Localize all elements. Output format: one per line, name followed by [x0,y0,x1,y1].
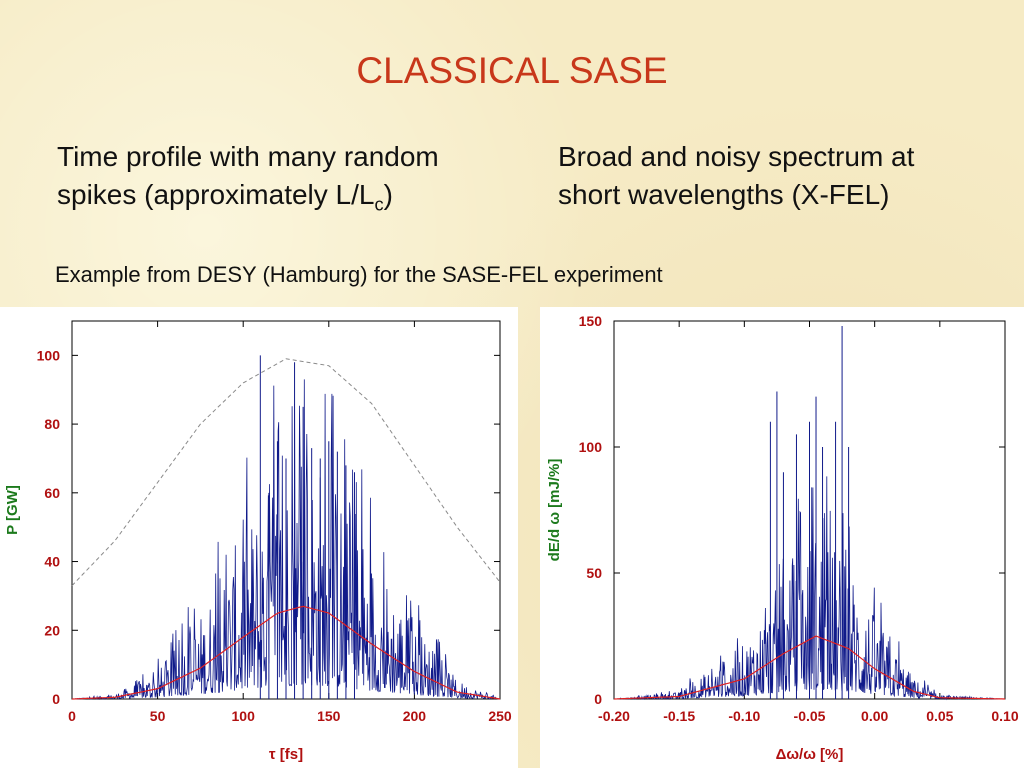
time-profile-subscript: c [374,194,384,215]
time-profile-line2: spikes (approximately L/L [57,179,375,210]
slide-title: CLASSICAL SASE [356,50,668,91]
spectrum-line2: short wavelengths (X-FEL) [558,179,890,210]
spec-y-tick-label: 100 [579,439,603,455]
spec-y-axis-label: dE/d ω [mJ/%] [546,459,563,562]
time-x-axis-label: τ [fs] [269,746,303,763]
spec-x-tick-label: -0.10 [728,708,760,724]
spec-x-tick-label: 0.10 [991,708,1018,724]
spectrum-chart: -0.20 -0.15 -0.10 -0.05 0.00 0.05 0.10 0 50 100 15… [546,313,1019,763]
spec-x-axis-label: Δω/ω [%] [776,746,844,763]
time-profile-line1: Time profile with many random [57,141,439,172]
spectrum-caption: Broad and noisy spectrum at short wavele… [558,138,1008,214]
time-profile-line2-end: ) [383,179,393,210]
time-y-tick-label: 40 [44,554,60,570]
time-x-tick-label: 150 [317,708,341,724]
time-y-tick-label: 80 [44,416,60,432]
time-profile-chart: 0 50 100 150 200 250 0 20 40 60 80 100 τ [fs] P [GW] [4,320,512,763]
spec-average-fit-curve [613,635,1006,700]
time-x-tick-label: 0 [68,708,76,724]
spectrum-line1: Broad and noisy spectrum at [558,141,915,172]
spec-x-tick-label: 0.00 [861,708,888,724]
time-y-tick-label: 60 [44,485,60,501]
spec-y-tick-label: 0 [594,691,602,707]
time-y-tick-label: 100 [37,347,61,363]
time-y-axis-label: P [GW] [4,485,21,535]
spec-x-tick-label: 0.05 [926,708,953,724]
time-profile-caption: Time profile with many random spikes (ap… [57,138,527,224]
time-average-fit-curve [71,605,501,700]
time-y-tick-label: 20 [44,622,60,638]
time-x-tick-label: 200 [403,708,427,724]
time-x-tick-label: 250 [488,708,512,724]
time-x-tick-label: 50 [150,708,166,724]
spec-x-tick-label: -0.20 [598,708,630,724]
spec-x-tick-label: -0.05 [794,708,826,724]
time-profile-panel: 0 50 100 150 200 250 0 20 40 60 80 100 τ [fs] P [GW] [0,307,518,768]
spec-y-tick-label: 50 [586,565,602,581]
time-x-tick-label: 100 [232,708,256,724]
spectrum-panel: -0.20 -0.15 -0.10 -0.05 0.00 0.05 0.10 0 50 100 15… [540,307,1024,768]
spec-y-tick-label: 150 [579,313,603,329]
time-envelope-curve [71,358,501,586]
spec-x-tick-label: -0.15 [663,708,695,724]
time-y-tick-label: 0 [52,691,60,707]
example-subtitle: Example from DESY (Hamburg) for the SASE… [55,262,663,287]
